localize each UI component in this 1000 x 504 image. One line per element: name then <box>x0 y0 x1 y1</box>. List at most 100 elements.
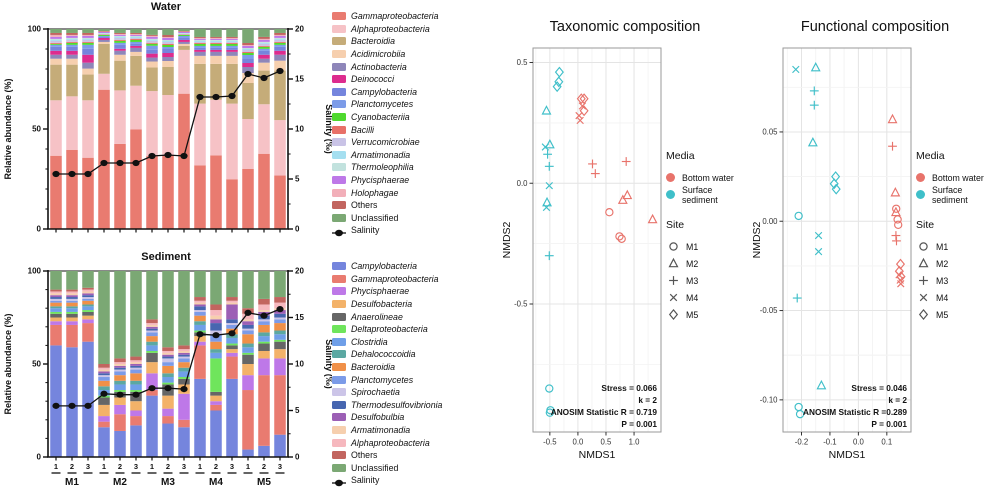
diamond-marker-icon <box>666 308 681 321</box>
bar-segment <box>82 312 94 316</box>
bar-segment <box>210 40 222 41</box>
bar-segment <box>274 55 286 61</box>
bar-segment <box>146 35 158 36</box>
bar-segment <box>146 325 158 327</box>
bar-segment <box>146 40 158 41</box>
bar-segment <box>242 50 254 52</box>
bar-segment <box>242 347 254 353</box>
bar-segment <box>162 35 174 37</box>
bar-segment <box>274 51 286 55</box>
site-legend-label: M5 <box>686 310 698 320</box>
bar-segment <box>226 44 238 46</box>
bar-segment <box>130 35 142 36</box>
bar-segment <box>274 45 286 47</box>
bar-segment <box>66 59 78 65</box>
bar-segment <box>130 401 142 410</box>
bar-segment <box>274 318 286 320</box>
salinity-point <box>52 171 59 177</box>
bar-segment <box>146 54 158 58</box>
bar-segment <box>242 48 254 49</box>
bar-segment <box>226 38 238 39</box>
bar-segment <box>162 358 174 362</box>
bar-segment <box>98 375 110 377</box>
svg-text:Stress = 0.066: Stress = 0.066 <box>601 383 657 393</box>
svg-text:-0.10: -0.10 <box>760 395 778 404</box>
bar-segment <box>130 48 142 52</box>
svg-text:0.05: 0.05 <box>762 128 778 137</box>
bar-segment <box>82 297 94 299</box>
salinity-point <box>132 392 139 398</box>
legend-label: Campylobacteria <box>351 261 417 271</box>
bar-segment <box>50 345 62 457</box>
bar-segment <box>162 40 174 41</box>
bar-segment <box>162 49 174 53</box>
bar-segment <box>242 321 254 325</box>
bar-segment <box>210 304 222 310</box>
bar-segment <box>178 35 190 36</box>
bar-segment <box>130 38 142 39</box>
legend-label: Armatimonadia <box>351 425 410 435</box>
bar-segment <box>82 290 94 292</box>
legend-label: Others <box>351 450 377 460</box>
bar-segment <box>226 323 238 325</box>
salinity-point <box>244 310 251 316</box>
salinity-point <box>212 94 219 100</box>
media-dot-icon <box>916 173 925 182</box>
svg-text:1.0: 1.0 <box>629 438 641 447</box>
bar-segment <box>274 271 286 297</box>
svg-text:15: 15 <box>295 313 304 322</box>
svg-text:3: 3 <box>182 462 186 471</box>
bar-segment <box>114 271 126 358</box>
data-point-diamond <box>920 310 928 319</box>
bar-segment <box>130 381 142 385</box>
bar-segment <box>242 83 254 119</box>
legend-swatch <box>332 363 346 371</box>
legend-item: Thermodesulfovibrionia <box>332 399 500 412</box>
legend-label: Desulfobulbia <box>351 412 404 422</box>
bar-segment <box>210 41 222 42</box>
legend-label: Salinity <box>351 225 379 235</box>
bar-segment <box>162 366 174 373</box>
site-legend-label: M5 <box>936 310 948 320</box>
bar-segment <box>242 119 254 169</box>
site-legend-item: M2 <box>666 255 748 272</box>
legend-swatch <box>332 25 346 33</box>
bar-segment <box>98 427 110 457</box>
salinity-point <box>116 392 123 398</box>
bar-segment <box>82 35 94 36</box>
legend-item: Planctomycetes <box>332 373 500 386</box>
legend-item: Armatimonadia <box>332 149 500 162</box>
svg-text:2: 2 <box>262 462 266 471</box>
svg-text:1: 1 <box>102 462 106 471</box>
media-legend-item: Bottom water <box>666 169 748 186</box>
legend-swatch <box>332 37 346 45</box>
triangle-marker-icon <box>916 257 931 270</box>
legend-label: Bacilli <box>351 125 374 135</box>
salinity-point <box>68 403 75 409</box>
bar-segment <box>210 44 222 46</box>
bar-segment <box>194 310 206 312</box>
svg-text:NMDS1: NMDS1 <box>579 449 616 461</box>
bar-segment <box>162 47 174 49</box>
legend-item: Acidimicrobiia <box>332 48 500 61</box>
bar-segment <box>50 293 62 295</box>
bar-segment <box>258 304 270 310</box>
bar-segment <box>194 56 206 64</box>
bar-segment <box>66 297 78 299</box>
bar-segment <box>114 29 126 33</box>
legend-item: Cyanobacteriia <box>332 111 500 124</box>
bar-segment <box>274 38 286 39</box>
salinity-point <box>100 160 107 166</box>
bar-segment <box>114 37 126 38</box>
bar-segment <box>82 38 94 39</box>
legend-swatch <box>332 262 346 270</box>
bar-segment <box>146 156 158 229</box>
bar-segment <box>258 344 270 351</box>
svg-text:3: 3 <box>278 462 282 471</box>
bar-segment <box>178 358 190 362</box>
svg-text:20: 20 <box>295 267 304 276</box>
